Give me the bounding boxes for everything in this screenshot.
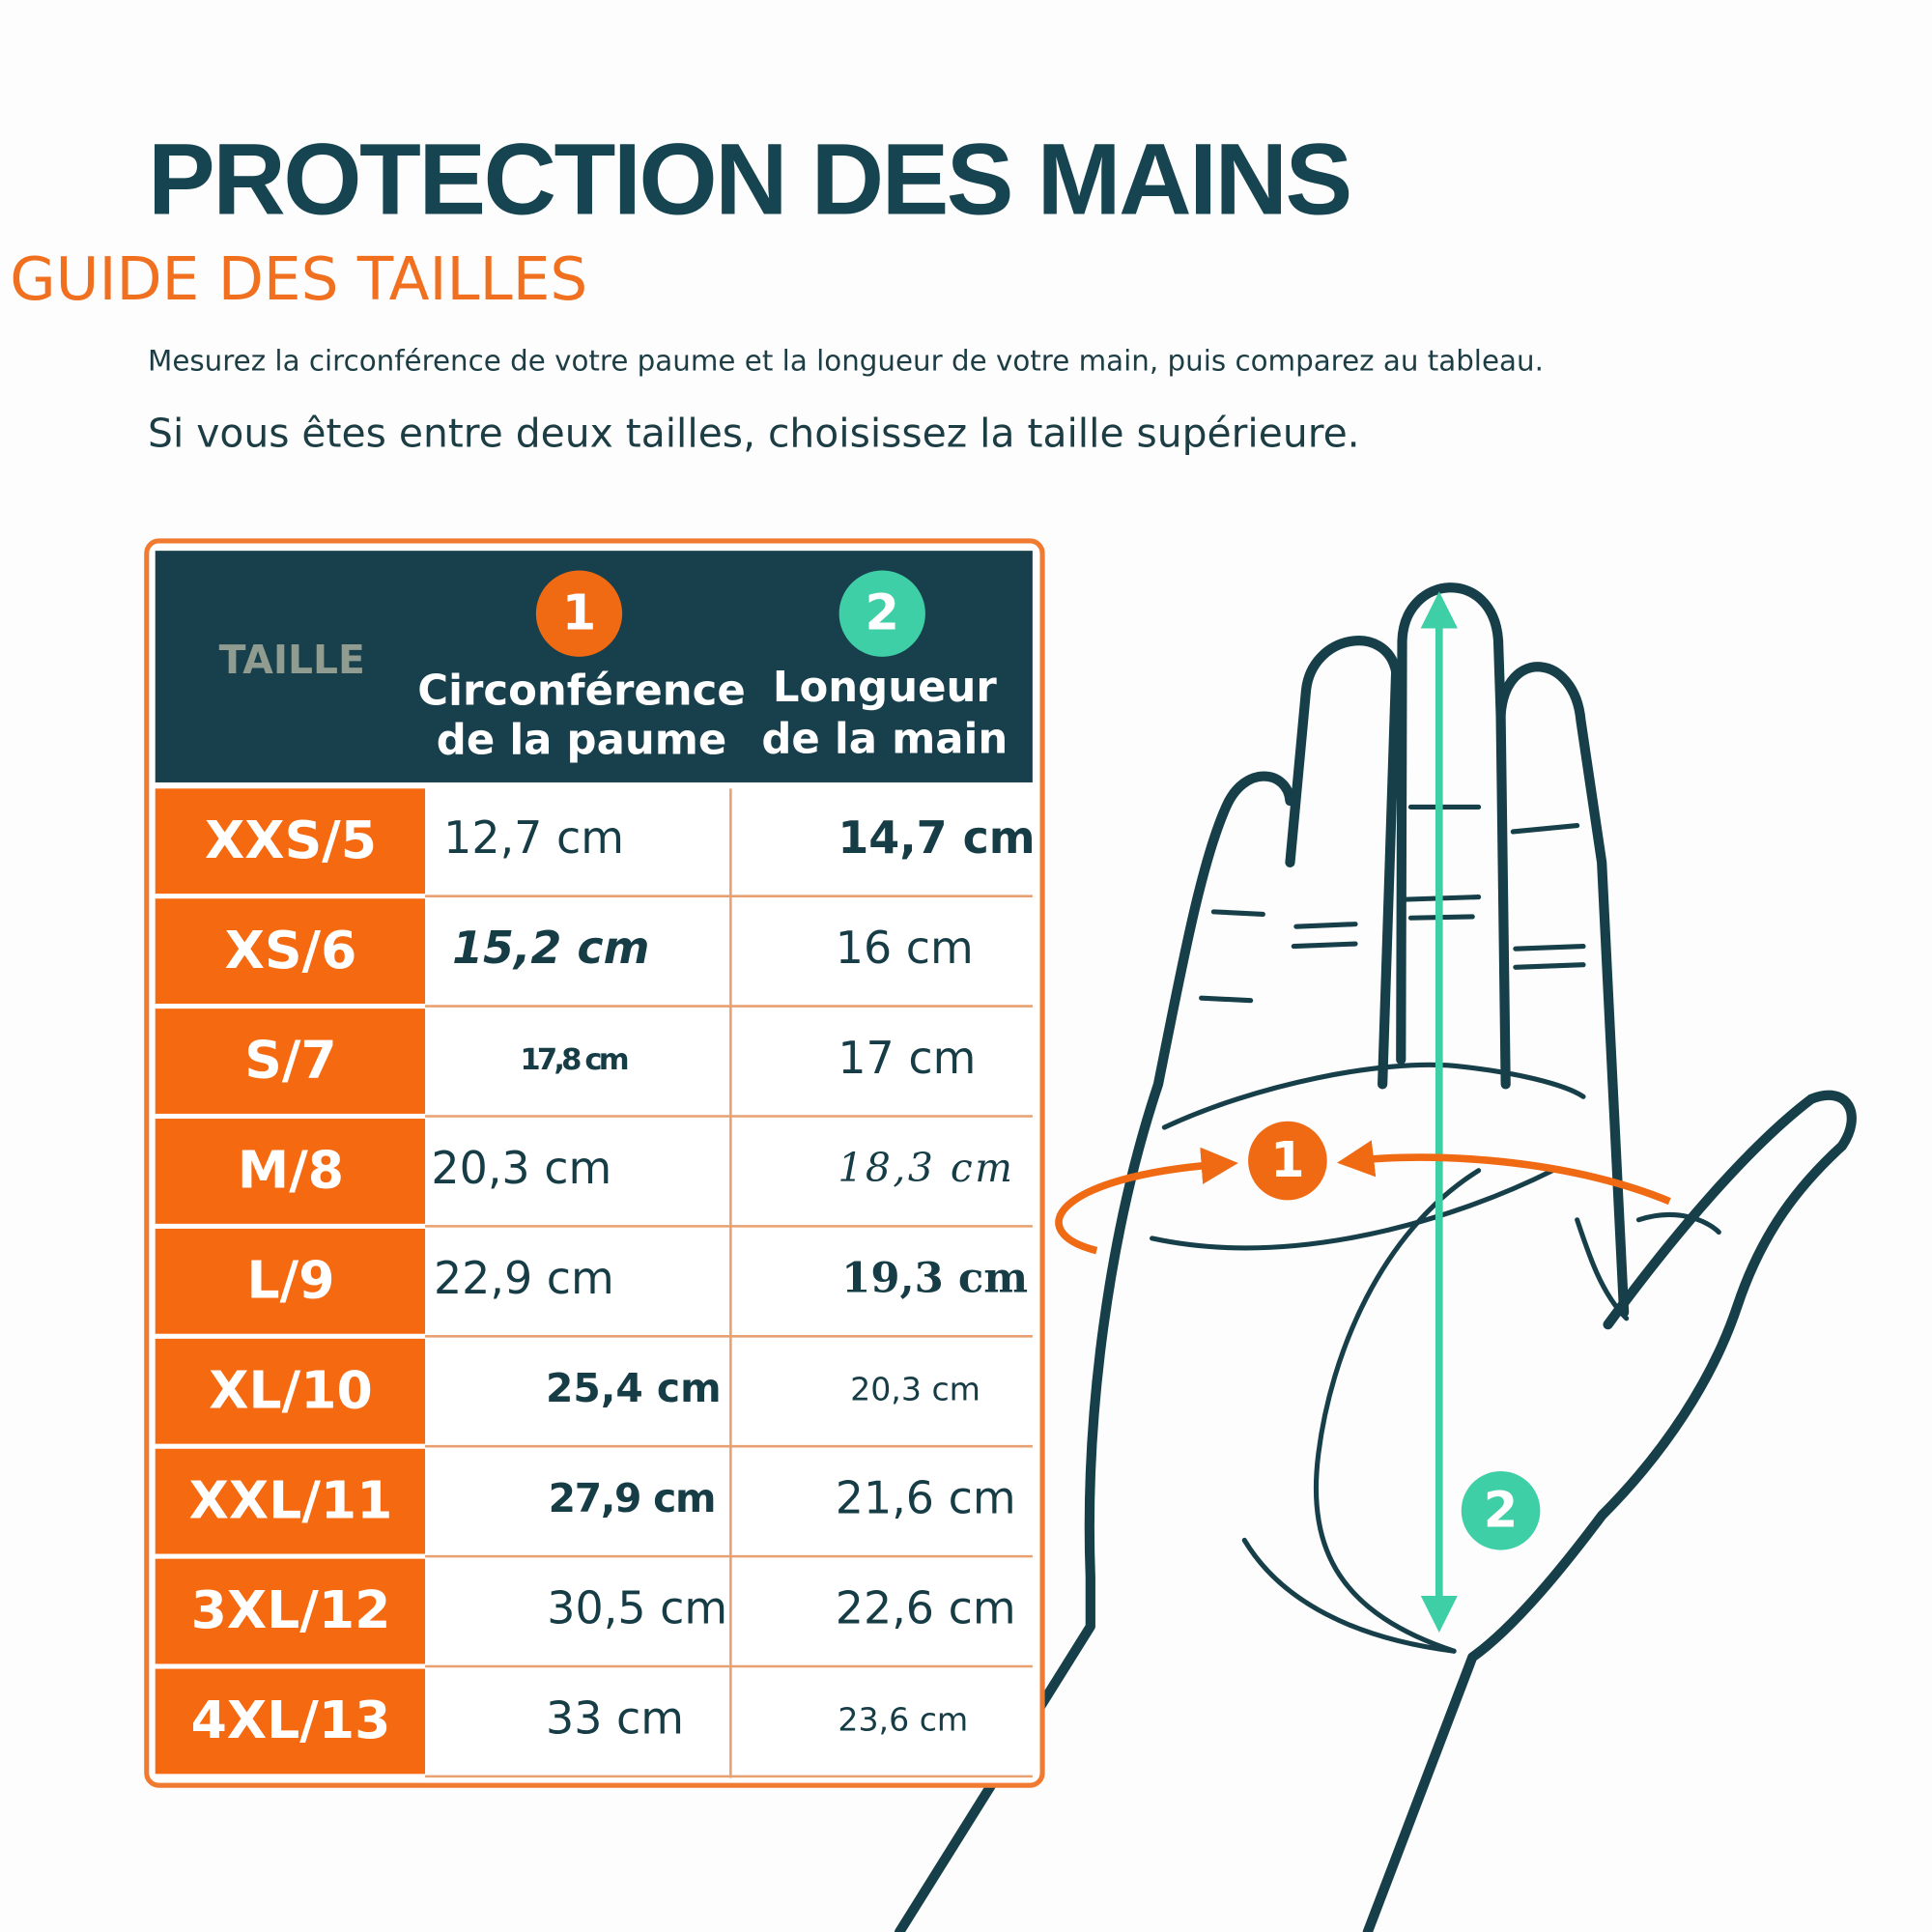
title: PROTECTION DES MAINS <box>148 124 1350 237</box>
marker-number: 1 <box>1270 1132 1305 1189</box>
palm-value: 25,4 cm <box>546 1365 722 1411</box>
size-cell <box>155 1338 426 1444</box>
column-header: Longueur <box>773 664 997 712</box>
instruction: Si vous êtes entre deux tailles, choisis… <box>148 411 1360 457</box>
palm-value: 30,5 cm <box>547 1582 727 1634</box>
palm-value: 22,9 cm <box>434 1252 614 1304</box>
length-value: 16 cm <box>836 922 974 974</box>
subtitle: GUIDE DES TAILLES <box>10 245 587 314</box>
badge-number: 2 <box>866 585 900 642</box>
size-cell <box>155 898 426 1005</box>
size-label: XS/6 <box>225 920 357 980</box>
size-label: 4XL/13 <box>191 1690 391 1750</box>
column-header: TAILLE <box>219 637 365 683</box>
marker-number: 2 <box>1484 1482 1519 1539</box>
length-value: 20,3 cm <box>850 1371 980 1408</box>
badge-number: 1 <box>562 585 597 642</box>
length-value: 19,3 cm <box>841 1253 1028 1302</box>
column-header: Circonférence <box>417 668 745 716</box>
size-cell <box>155 1558 426 1664</box>
column-header: de la main <box>761 715 1008 763</box>
size-label: M/8 <box>238 1140 344 1201</box>
column-header: de la paume <box>437 717 727 765</box>
badge <box>535 570 623 657</box>
palm-value: 20,3 cm <box>431 1142 611 1194</box>
size-label: 3XL/12 <box>191 1579 391 1640</box>
length-value: 18,3 cm <box>838 1145 1014 1191</box>
size-cell <box>155 1668 426 1775</box>
diagram-marker <box>1461 1470 1541 1550</box>
length-value: 14,7 cm <box>838 811 1035 864</box>
palm-value: 27,9 cm <box>549 1475 716 1521</box>
palm-value: 15,2 cm <box>452 922 649 974</box>
size-label: L/9 <box>247 1250 335 1311</box>
length-value: 17 cm <box>838 1032 976 1084</box>
palm-value: 33 cm <box>546 1691 684 1744</box>
size-label: S/7 <box>244 1030 336 1091</box>
size-label: XXL/11 <box>189 1469 393 1530</box>
size-label: XL/10 <box>209 1359 373 1420</box>
length-value: 22,6 cm <box>836 1582 1016 1634</box>
size-cell <box>155 788 426 895</box>
size-cell <box>155 1009 426 1114</box>
length-value: 23,6 cm <box>838 1700 968 1738</box>
circumference-arrow <box>1055 1140 1671 1255</box>
size-label: XXS/5 <box>205 810 377 870</box>
palm-value: 12,7 cm <box>443 811 624 864</box>
badge <box>838 570 925 657</box>
instruction: Mesurez la circonférence de votre paume … <box>148 345 1544 378</box>
size-cell <box>155 1448 426 1554</box>
diagram-marker <box>1248 1121 1327 1201</box>
size-cell <box>155 1119 426 1224</box>
palm-value: 17,8 cm <box>520 1043 627 1077</box>
length-value: 21,6 cm <box>836 1472 1016 1524</box>
size-cell <box>155 1228 426 1334</box>
